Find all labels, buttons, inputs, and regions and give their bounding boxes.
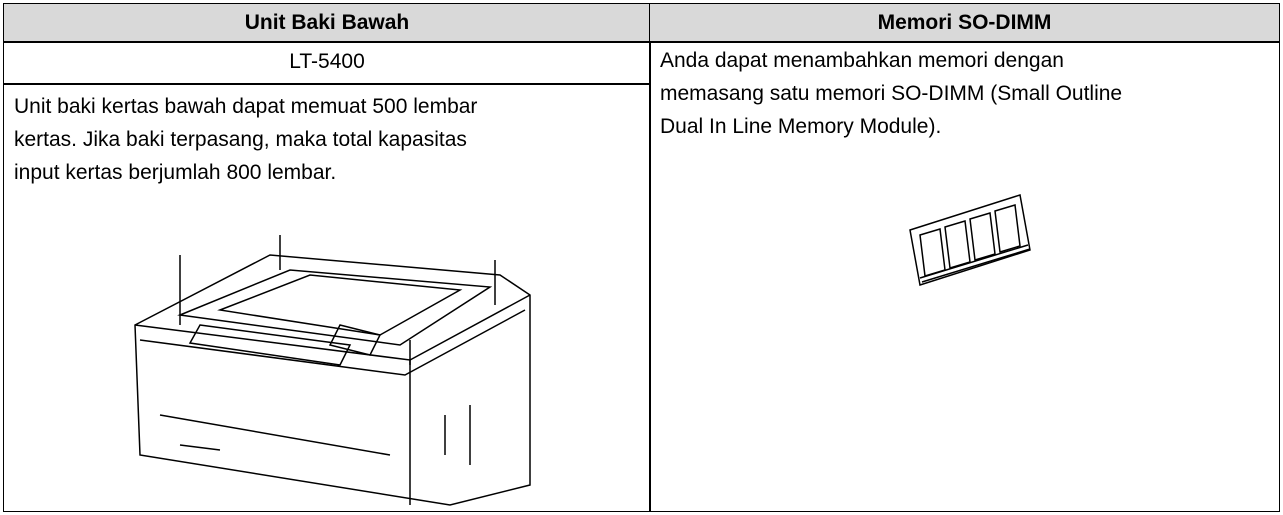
tray-illustration (134, 235, 531, 506)
description-cell: Unit baki kertas bawah dapat memuat 500 … (3, 83, 651, 512)
memory-module-illustration (909, 194, 1031, 286)
text-line: Anda dapat menambahkan memori dengan (660, 49, 1064, 72)
text-line: Dual In Line Memory Module). (660, 115, 942, 138)
text-line: input kertas berjumlah 800 lembar. (14, 161, 337, 184)
header-cell: Memori SO-DIMM (649, 3, 1280, 43)
text-line: Unit baki kertas bawah dapat memuat 500 … (14, 95, 478, 118)
description-cell: Anda dapat menambahkan memori dengan mema… (649, 41, 1280, 512)
header-cell: Unit Baki Bawah (3, 3, 651, 43)
text-line: memasang satu memori SO-DIMM (Small Outl… (660, 82, 1123, 105)
model-cell: LT-5400 (3, 41, 651, 85)
text-line: kertas. Jika baki terpasang, maka total … (14, 128, 467, 151)
